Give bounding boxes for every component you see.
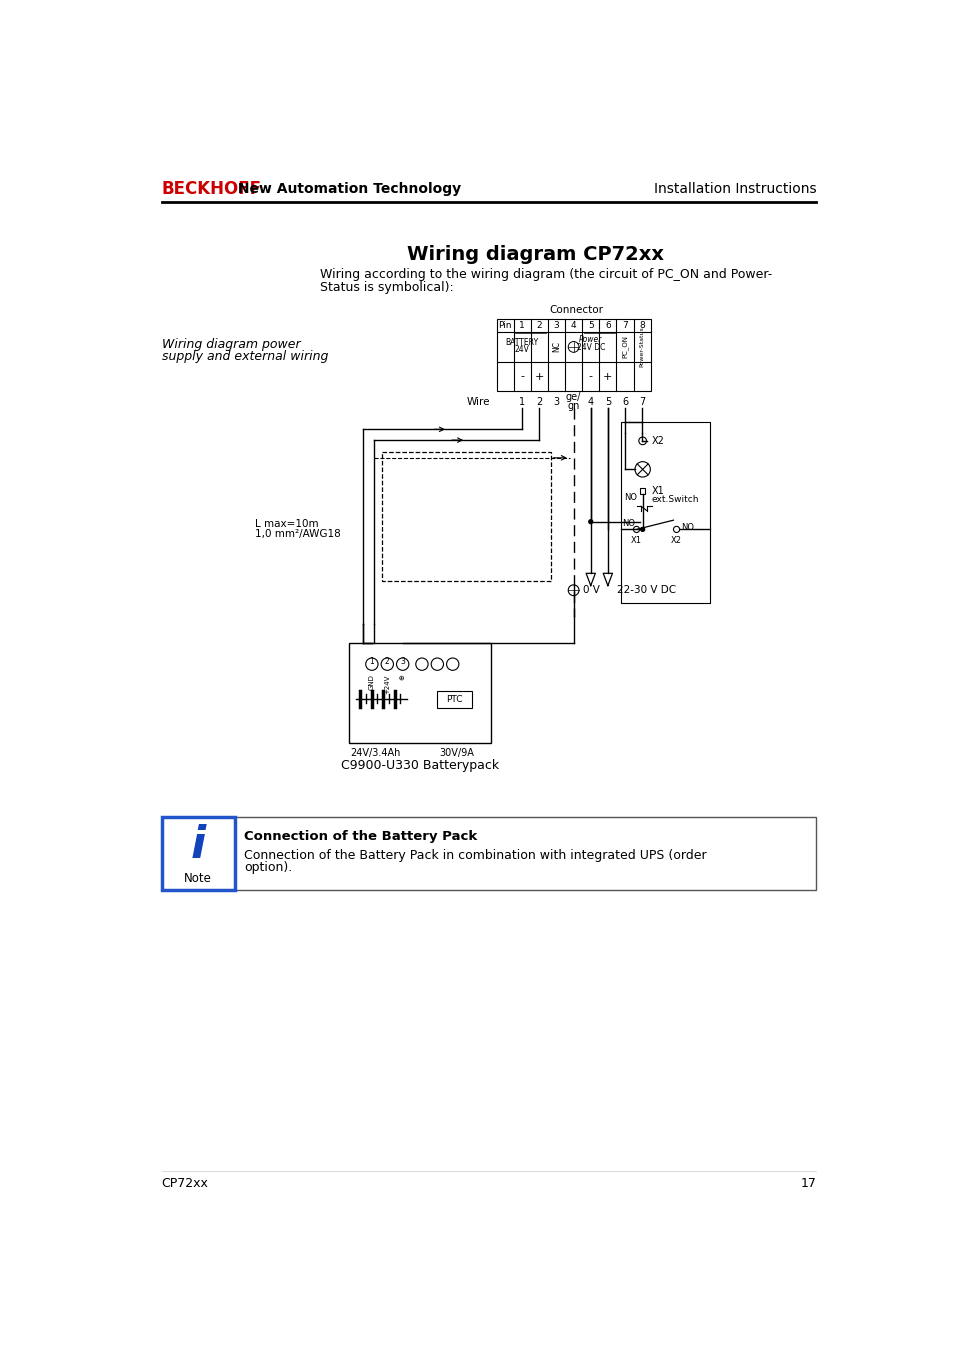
Text: Power: Power	[578, 335, 601, 345]
Bar	[497, 319, 650, 390]
Text: Wiring diagram CP72xx: Wiring diagram CP72xx	[406, 246, 663, 265]
Text: NC: NC	[552, 342, 560, 353]
Text: New Automation Technology: New Automation Technology	[233, 182, 461, 196]
Text: Power-Status: Power-Status	[639, 327, 644, 367]
Text: Wiring according to the wiring diagram (the circuit of PC_ON and Power-: Wiring according to the wiring diagram (…	[319, 269, 771, 281]
Text: BATTERY: BATTERY	[505, 338, 538, 347]
Text: 6: 6	[621, 397, 627, 407]
Bar	[161, 816, 234, 890]
Text: NO: NO	[623, 493, 637, 503]
Text: PC_ON: PC_ON	[621, 335, 628, 358]
Bar	[161, 816, 816, 890]
Text: L max=10m: L max=10m	[254, 519, 318, 528]
Text: 1,0 mm²/AWG18: 1,0 mm²/AWG18	[254, 530, 340, 539]
Text: GND: GND	[369, 674, 375, 690]
Text: CP72xx: CP72xx	[161, 1177, 209, 1190]
Text: NO: NO	[680, 523, 693, 532]
Text: 30V/9A: 30V/9A	[438, 748, 474, 758]
Text: 3: 3	[553, 320, 558, 330]
Text: i: i	[191, 824, 206, 867]
Text: 4: 4	[570, 320, 576, 330]
Text: X2: X2	[670, 535, 681, 544]
Text: 5: 5	[587, 320, 593, 330]
Text: ⊕: ⊕	[399, 674, 405, 680]
Text: BECKHOFF: BECKHOFF	[161, 180, 261, 199]
Text: +: +	[602, 372, 612, 381]
Text: Connector: Connector	[548, 305, 602, 315]
Text: 7: 7	[621, 320, 627, 330]
Text: 7: 7	[639, 397, 644, 407]
Text: +24V: +24V	[384, 674, 390, 693]
Text: -: -	[588, 372, 592, 381]
Text: Installation Instructions: Installation Instructions	[653, 182, 816, 196]
Text: 24V DC: 24V DC	[576, 343, 604, 353]
Text: ext.Switch: ext.Switch	[651, 494, 699, 504]
Text: 17: 17	[800, 1177, 816, 1190]
Text: 3: 3	[400, 657, 405, 666]
Text: 1: 1	[518, 397, 525, 407]
Bar	[349, 643, 491, 743]
Text: 24V: 24V	[515, 346, 529, 354]
Text: supply and external wiring: supply and external wiring	[161, 350, 328, 363]
Text: Pin: Pin	[497, 320, 512, 330]
Bar	[436, 692, 472, 708]
Text: 0 V: 0 V	[582, 585, 599, 596]
Text: X2: X2	[651, 436, 664, 446]
Text: 8: 8	[639, 320, 644, 330]
Text: 22-30 V DC: 22-30 V DC	[617, 585, 676, 596]
Text: Status is symbolical):: Status is symbolical):	[319, 281, 453, 295]
Text: 4: 4	[587, 397, 593, 407]
Text: PTC: PTC	[446, 694, 462, 704]
Bar	[381, 451, 550, 581]
Text: 1: 1	[369, 657, 374, 666]
Text: Wire: Wire	[466, 397, 490, 407]
Text: 6: 6	[604, 320, 610, 330]
Bar	[639, 488, 644, 493]
Text: +: +	[534, 372, 543, 381]
Text: 5: 5	[604, 397, 610, 407]
Text: Note: Note	[184, 873, 212, 885]
Text: X1: X1	[651, 486, 664, 496]
Text: Connection of the Battery Pack: Connection of the Battery Pack	[244, 831, 476, 843]
Text: C9900-U330 Batterypack: C9900-U330 Batterypack	[340, 759, 498, 771]
Text: 2: 2	[384, 657, 389, 666]
Text: 2: 2	[536, 397, 542, 407]
Text: 24V/3.4Ah: 24V/3.4Ah	[350, 748, 400, 758]
Text: X1: X1	[630, 535, 641, 544]
Text: ge/
gn: ge/ gn	[565, 392, 580, 411]
Text: 2: 2	[536, 320, 541, 330]
Bar	[620, 422, 709, 603]
Text: NO: NO	[621, 519, 635, 528]
Text: 3: 3	[553, 397, 559, 407]
Circle shape	[640, 527, 644, 531]
Circle shape	[588, 520, 592, 524]
Text: option).: option).	[244, 862, 292, 874]
Text: Wiring diagram power: Wiring diagram power	[161, 338, 300, 351]
Text: Connection of the Battery Pack in combination with integrated UPS (order: Connection of the Battery Pack in combin…	[244, 848, 706, 862]
Text: -: -	[519, 372, 524, 381]
Text: 1: 1	[518, 320, 524, 330]
